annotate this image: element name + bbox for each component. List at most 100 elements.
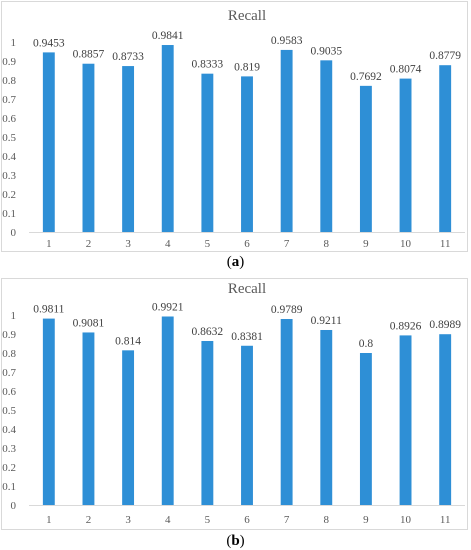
y-tick-label: 0.8 [2, 348, 16, 360]
y-tick-label: 0.1 [2, 481, 16, 493]
bar [280, 49, 293, 232]
bar [241, 345, 253, 505]
x-tick-label: 3 [125, 238, 131, 250]
x-tick-label: 1 [46, 514, 52, 526]
data-label: 0.8074 [390, 64, 422, 76]
x-tick-label: 10 [400, 238, 412, 250]
y-tick-label: 0.3 [2, 443, 16, 455]
data-label: 0.9841 [152, 30, 184, 42]
x-tick-label: 2 [86, 514, 92, 526]
bar [439, 334, 452, 505]
y-tick-label: 0 [11, 227, 17, 239]
data-label: 0.8333 [192, 59, 224, 71]
data-label: 0.8 [359, 338, 374, 350]
chart-frame-b: Recall 0 0.1 0.2 0.3 0.4 0.5 0.6 0.7 0.8 0.9 1 0.981… [1, 278, 468, 530]
bar [359, 85, 372, 233]
y-tick-label: 0.2 [2, 462, 16, 474]
chart-title: Recall [228, 8, 266, 24]
x-tick-label: 2 [86, 238, 92, 250]
y-tick-label: 0 [11, 500, 17, 512]
bar [399, 78, 412, 233]
x-tick-label: 7 [284, 514, 290, 526]
y-tick-label: 0.4 [2, 424, 16, 436]
data-label: 0.8989 [429, 319, 461, 331]
y-tick-label: 0.8 [2, 75, 16, 87]
x-tick-label: 1 [46, 238, 52, 250]
y-tick-label: 0.6 [2, 386, 16, 398]
data-label: 0.8857 [73, 49, 105, 61]
y-tick-label: 0.3 [2, 170, 16, 182]
bar [122, 66, 135, 232]
data-label: 0.9035 [310, 45, 342, 57]
y-tick-label: 0.7 [2, 367, 16, 379]
data-label: 0.8632 [192, 326, 224, 338]
recall-chart-a: Recall 0 0.1 0.2 0.3 0.4 0.5 0.6 0.7 0.8 0.9 1 0.945… [2, 8, 465, 250]
x-tick-label: 4 [165, 238, 171, 250]
bar [439, 65, 452, 232]
chart-panel-a: Recall 0 0.1 0.2 0.3 0.4 0.5 0.6 0.7 0.8 0.9 1 0.945… [1, 1, 468, 270]
x-tick-label: 4 [165, 514, 171, 526]
x-tick-label: 10 [400, 514, 412, 526]
data-label: 0.9921 [152, 302, 184, 314]
chart-frame-a: Recall 0 0.1 0.2 0.3 0.4 0.5 0.6 0.7 0.8 0.9 1 0.945… [1, 1, 468, 252]
y-tick-label: 1 [11, 37, 17, 49]
bar [82, 332, 95, 505]
data-label: 0.8381 [231, 331, 263, 343]
data-label: 0.9583 [271, 35, 303, 47]
y-tick-label: 0.9 [2, 329, 16, 341]
y-tick-label: 0.6 [2, 113, 16, 125]
x-tick-label: 8 [324, 238, 330, 250]
y-tick-label: 0.9 [2, 56, 16, 68]
bar [122, 350, 135, 505]
data-label: 0.9081 [73, 317, 105, 329]
x-tick-label: 9 [363, 514, 369, 526]
caption-a: (a) [226, 254, 245, 270]
bar [320, 329, 333, 505]
x-tick-label: 6 [244, 238, 250, 250]
caption-a-letter: a [231, 254, 240, 270]
x-tick-label: 7 [284, 238, 290, 250]
bar [42, 318, 55, 505]
y-tick-label: 0.4 [2, 151, 16, 163]
caption-b: (b) [226, 533, 245, 549]
y-tick-label: 0.5 [2, 132, 16, 144]
bar [280, 319, 293, 505]
data-label: 0.8926 [390, 320, 422, 332]
y-tick-label: 1 [11, 310, 17, 322]
x-tick-label: 11 [440, 238, 451, 250]
data-label: 0.8733 [112, 51, 144, 63]
x-tick-label: 8 [324, 514, 330, 526]
bar [201, 340, 214, 505]
bar [399, 335, 412, 505]
y-tick-label: 0.5 [2, 405, 16, 417]
x-tick-label: 5 [205, 514, 211, 526]
bar [359, 353, 372, 505]
x-tick-label: 11 [440, 514, 451, 526]
bar [320, 60, 333, 233]
bar [201, 73, 214, 232]
bar [161, 45, 174, 233]
x-tick-label: 5 [205, 238, 211, 250]
data-label: 0.7692 [350, 71, 382, 83]
bar [42, 52, 55, 232]
chart-panel-b: Recall 0 0.1 0.2 0.3 0.4 0.5 0.6 0.7 0.8 0.9 1 0.981… [0, 275, 471, 550]
data-label: 0.8779 [429, 50, 461, 62]
chart-title: Recall [228, 281, 266, 297]
recall-chart-b: Recall 0 0.1 0.2 0.3 0.4 0.5 0.6 0.7 0.8 0.9 1 0.981… [2, 281, 465, 526]
data-label: 0.9453 [33, 37, 65, 49]
bar [82, 63, 95, 233]
y-tick-label: 0.1 [2, 208, 16, 220]
data-label: 0.9811 [33, 304, 64, 316]
bar [241, 76, 253, 232]
data-label: 0.9789 [271, 304, 303, 316]
bar [161, 316, 174, 505]
caption-b-letter: b [231, 533, 240, 549]
data-label: 0.819 [234, 61, 260, 73]
y-tick-label: 0.7 [2, 94, 16, 106]
x-tick-label: 9 [363, 238, 369, 250]
x-tick-label: 3 [125, 514, 131, 526]
data-label: 0.814 [115, 335, 141, 347]
x-tick-label: 6 [244, 514, 250, 526]
y-tick-label: 0.2 [2, 189, 16, 201]
data-label: 0.9211 [311, 315, 342, 327]
